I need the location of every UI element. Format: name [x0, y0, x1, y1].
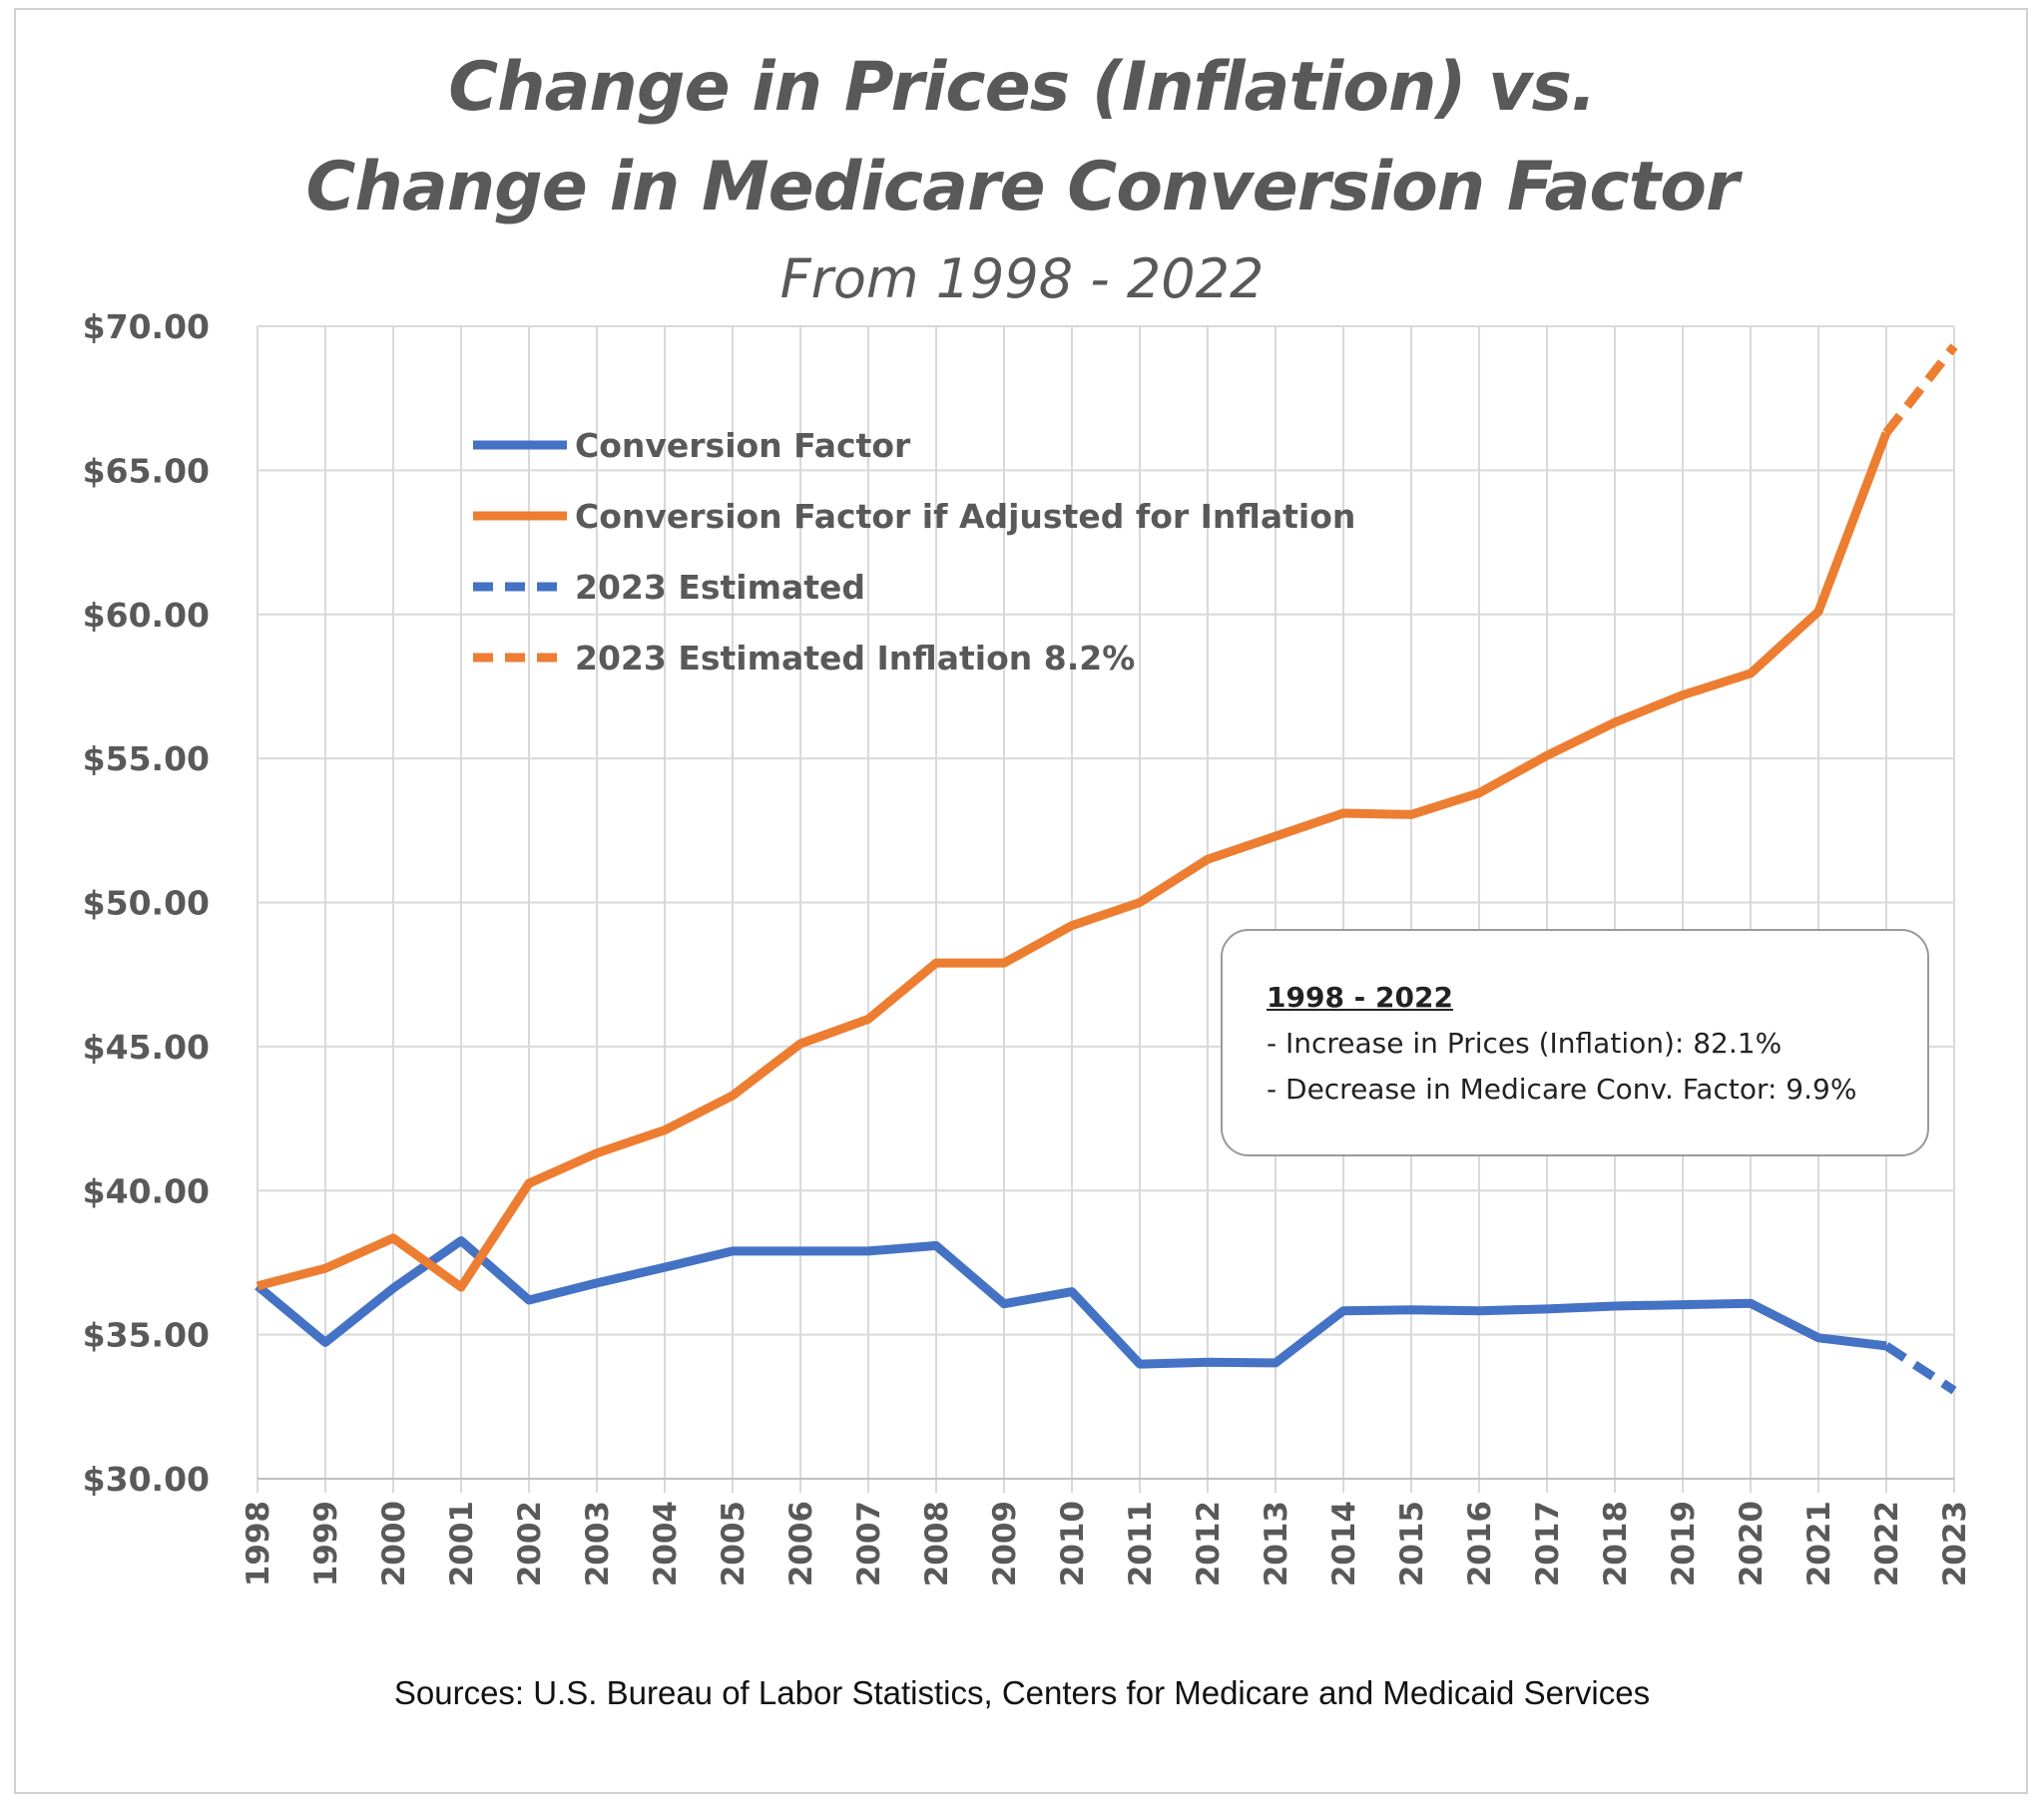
sources-note: Sources: U.S. Bureau of Labor Statistics…: [393, 1674, 1651, 1711]
y-tick-label: $60.00: [83, 596, 210, 635]
y-tick-label: $55.00: [83, 739, 210, 778]
y-tick-label: $30.00: [83, 1460, 210, 1499]
legend-label-2: 2023 Estimated: [575, 568, 865, 607]
legend-layer: Conversion Factor Conversion Factor if Ad…: [473, 426, 1355, 677]
annotation-box: 1998 - 2022 - Increase in Prices (Inflat…: [1221, 929, 1929, 1156]
x-tick-label: 2015: [1394, 1501, 1430, 1586]
x-tick-label: 2010: [1055, 1501, 1091, 1586]
y-tick-label: $35.00: [83, 1316, 210, 1355]
x-tick-label: 2008: [919, 1501, 955, 1586]
x-tick-label: 2018: [1598, 1501, 1634, 1586]
x-tick-label: 2022: [1869, 1501, 1905, 1586]
chart-title-line1: Change in Prices (Inflation) vs.: [448, 48, 1597, 127]
x-tick-label: 2013: [1259, 1501, 1294, 1586]
y-tick-label: $45.00: [83, 1028, 210, 1067]
x-tick-label: 1998: [241, 1501, 276, 1586]
y-tick-label: $65.00: [83, 451, 210, 490]
series-line-3: [1882, 343, 1958, 436]
annotation-heading: 1998 - 2022: [1267, 981, 1453, 1014]
legend-label-1: Conversion Factor if Adjusted for Inflat…: [575, 497, 1355, 536]
chart-frame: [14, 8, 2028, 1794]
x-tick-label: 2000: [376, 1501, 412, 1586]
y-tick-label: $50.00: [83, 884, 210, 923]
x-tick-label: 2003: [580, 1501, 616, 1586]
series-layer: [255, 343, 1958, 1395]
x-tick-label: 2005: [716, 1501, 752, 1586]
x-tick-label: 2014: [1326, 1501, 1362, 1586]
x-tick-label: 2009: [987, 1501, 1023, 1586]
annotation-conversion-line: - Decrease in Medicare Conv. Factor: 9.9…: [1267, 1073, 1857, 1106]
annotation-inflation-line: - Increase in Prices (Inflation): 82.1%: [1267, 1027, 1783, 1060]
x-tick-label: 2007: [851, 1501, 887, 1586]
x-tick-label: 2006: [783, 1501, 819, 1586]
series-line-0: [255, 1236, 1887, 1369]
x-tick-label: 2012: [1191, 1501, 1227, 1586]
y-tick-label: $40.00: [83, 1171, 210, 1210]
x-tick-label: 2011: [1123, 1501, 1159, 1586]
chart-title-line2: Change in Medicare Conversion Factor: [305, 148, 1740, 226]
axis-layer: $30.00 $35.00 $40.00 $45.00 $50.00 $55.00 $60.…: [83, 307, 1973, 1586]
chart-subtitle: From 1998 - 2022: [779, 247, 1265, 310]
x-tick-label: 2020: [1734, 1501, 1770, 1586]
x-tick-label: 2023: [1937, 1501, 1973, 1586]
x-tick-label: 2001: [444, 1501, 480, 1586]
x-tick-label: 2019: [1666, 1501, 1702, 1586]
x-tick-label: 2004: [648, 1501, 684, 1586]
x-tick-label: 2002: [512, 1501, 548, 1586]
x-tick-label: 2017: [1530, 1501, 1566, 1586]
x-tick-label: 2016: [1462, 1501, 1498, 1586]
y-tick-label: $70.00: [83, 307, 210, 346]
legend-label-3: 2023 Estimated Inflation 8.2%: [575, 639, 1135, 677]
series-line-2: [1883, 1342, 1957, 1395]
x-tick-label: 2021: [1801, 1501, 1837, 1586]
series-line-1: [256, 431, 1891, 1292]
legend-label-0: Conversion Factor: [575, 426, 911, 465]
x-tick-label: 1999: [308, 1501, 344, 1586]
